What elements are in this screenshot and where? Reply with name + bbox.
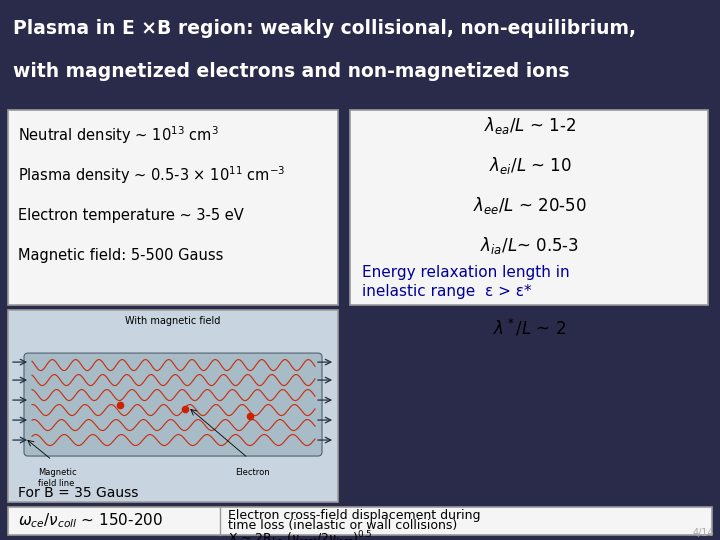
Text: $\lambda_{ee}/L$ ~ 20-50: $\lambda_{ee}/L$ ~ 20-50 — [473, 194, 587, 215]
FancyBboxPatch shape — [24, 353, 322, 456]
Text: X ~ 2R$_{Le}$ ($\nu_{scat}$/2$\nu_{loss}$)$^{0.5}$: X ~ 2R$_{Le}$ ($\nu_{scat}$/2$\nu_{loss}… — [228, 529, 373, 540]
Text: Magnetic
field line: Magnetic field line — [38, 468, 76, 488]
Text: $\lambda^*/L$ ~ 2: $\lambda^*/L$ ~ 2 — [493, 318, 567, 339]
Text: Magnetic field: 5-500 Gauss: Magnetic field: 5-500 Gauss — [18, 248, 223, 262]
Text: Energy relaxation length in: Energy relaxation length in — [362, 265, 570, 280]
Text: Neutral density ~ 10$^{13}$ cm$^3$: Neutral density ~ 10$^{13}$ cm$^3$ — [18, 124, 219, 146]
Text: inelastic range  ε > ε*: inelastic range ε > ε* — [362, 284, 531, 299]
Text: with magnetized electrons and non-magnetized ions: with magnetized electrons and non-magnet… — [13, 62, 570, 81]
FancyBboxPatch shape — [350, 110, 708, 305]
FancyBboxPatch shape — [8, 110, 338, 305]
Bar — [9, 311, 337, 501]
Text: $\lambda_{ea}/L$ ~ 1-2: $\lambda_{ea}/L$ ~ 1-2 — [484, 114, 576, 136]
Text: Electron: Electron — [235, 468, 269, 477]
Text: Electron temperature ~ 3-5 eV: Electron temperature ~ 3-5 eV — [18, 208, 244, 222]
Text: For B = 35 Gauss: For B = 35 Gauss — [18, 486, 138, 500]
Text: $\omega_{ce}/\nu_{coll}$ ~ 150-200: $\omega_{ce}/\nu_{coll}$ ~ 150-200 — [18, 512, 163, 530]
Text: Plasma density ~ 0.5-3 × 10$^{11}$ cm$^{-3}$: Plasma density ~ 0.5-3 × 10$^{11}$ cm$^{… — [18, 164, 285, 186]
Text: Electron cross-field displacement during: Electron cross-field displacement during — [228, 509, 480, 522]
Text: With magnetic field: With magnetic field — [125, 316, 221, 326]
Text: $\lambda_{ia}/L$~ 0.5-3: $\lambda_{ia}/L$~ 0.5-3 — [480, 235, 580, 255]
FancyBboxPatch shape — [8, 507, 712, 535]
Text: Plasma in E ×B region: weakly collisional, non-equilibrium,: Plasma in E ×B region: weakly collisiona… — [13, 19, 636, 38]
Text: time loss (inelastic or wall collisions): time loss (inelastic or wall collisions) — [228, 519, 457, 532]
Text: 4/14: 4/14 — [693, 528, 714, 538]
FancyBboxPatch shape — [8, 310, 338, 502]
Text: $\lambda_{ei}/L$ ~ 10: $\lambda_{ei}/L$ ~ 10 — [489, 154, 572, 176]
